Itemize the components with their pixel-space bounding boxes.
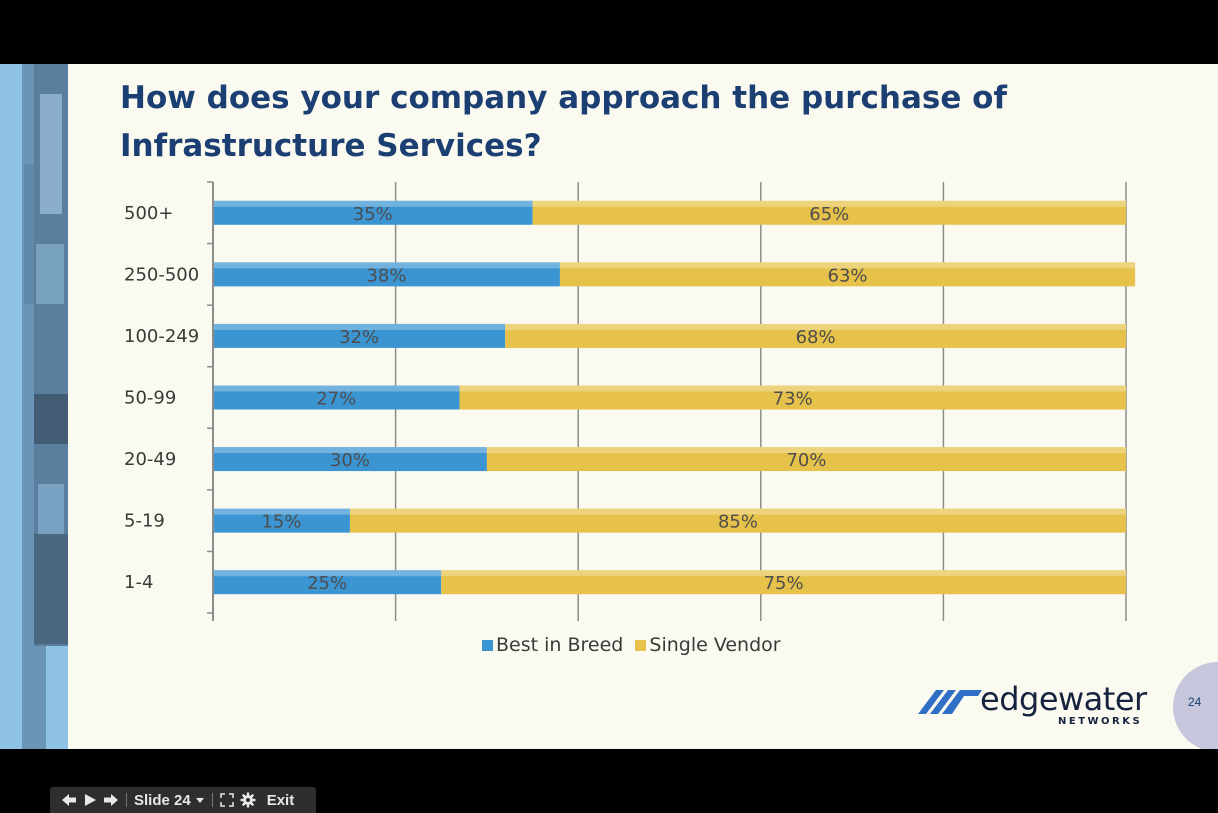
next-slide-button[interactable] [103, 789, 119, 811]
data-label: 15% [261, 512, 301, 533]
y-axis-label: 500+ [124, 203, 173, 224]
back-arrow-icon [62, 794, 76, 806]
bar-highlight [532, 200, 1126, 207]
bar-best-in-breed [213, 323, 506, 348]
logo-subtitle: NETWORKS [1058, 716, 1143, 727]
data-label: 68% [796, 327, 836, 348]
bar-highlight [559, 262, 1136, 269]
data-label: 70% [786, 450, 826, 471]
y-axis-label: 50-99 [124, 388, 176, 409]
bar-highlight [441, 570, 1126, 577]
bar-highlight [486, 447, 1126, 454]
stacked-bar-chart: 500+ 35% 65% 250-500 38% 63% 100-249 32% 68% 50-9… [124, 181, 1136, 621]
legend-swatch-single-vendor [635, 640, 647, 651]
bar-highlight [505, 323, 1126, 330]
bar-best-in-breed [213, 262, 560, 287]
bar-highlight [213, 570, 442, 577]
gear-icon [240, 792, 256, 808]
toolbar-separator [126, 793, 127, 807]
bar-single-vendor [459, 385, 1126, 410]
data-label: 35% [353, 204, 393, 225]
logo-wordmark: edgewater [980, 680, 1147, 718]
legend-label-single-vendor: Single Vendor [649, 634, 781, 656]
bar-highlight [459, 385, 1126, 392]
bar-best-in-breed [213, 508, 350, 533]
slide: How does your company approach the purch… [0, 64, 1218, 749]
bar-single-vendor [532, 200, 1126, 225]
bar-single-vendor [441, 570, 1126, 595]
presentation-toolbar: Slide 24 Exit [50, 787, 316, 813]
bar-highlight [213, 262, 560, 269]
slide-title: How does your company approach the purch… [120, 80, 1007, 164]
data-label: 65% [809, 204, 849, 225]
bar-single-vendor [559, 262, 1136, 287]
bar-highlight [213, 385, 460, 392]
bar-highlight [213, 323, 506, 330]
legend-label-best-in-breed: Best in Breed [496, 634, 624, 656]
data-label: 32% [339, 327, 379, 348]
bar-single-vendor [486, 447, 1126, 472]
data-label: 63% [828, 265, 868, 286]
data-label: 27% [316, 389, 356, 410]
decorative-side-panel [0, 64, 68, 749]
y-axis-label: 1-4 [124, 572, 153, 593]
fullscreen-icon [219, 793, 234, 807]
slide-selector[interactable]: Slide 24 [134, 789, 205, 811]
legend-item-best-in-breed: Best in Breed [482, 634, 623, 656]
bar-best-in-breed [213, 200, 533, 225]
slide-indicator: Slide 24 [134, 791, 191, 809]
previous-slide-button[interactable] [61, 789, 77, 811]
bar-highlight [213, 508, 350, 515]
bar-best-in-breed [213, 385, 460, 410]
play-button[interactable] [83, 789, 97, 811]
bar-single-vendor [349, 508, 1126, 533]
play-icon [85, 794, 96, 806]
data-label: 38% [366, 265, 406, 286]
bar-highlight [349, 508, 1126, 515]
legend-item-single-vendor: Single Vendor [635, 634, 781, 656]
data-label: 30% [330, 450, 370, 471]
y-axis-label: 20-49 [124, 449, 176, 470]
edgewater-logo: edgewater NETWORKS [914, 680, 1154, 732]
data-label: 73% [773, 389, 813, 410]
legend-swatch-best-in-breed [482, 640, 493, 651]
data-label: 85% [718, 512, 758, 533]
settings-button[interactable] [240, 789, 256, 811]
bar-highlight [213, 200, 533, 207]
chart-legend: Best in Breed Single Vendor [482, 634, 787, 656]
bar-best-in-breed [213, 570, 442, 595]
y-axis-label: 5-19 [124, 511, 165, 532]
forward-arrow-icon [104, 794, 118, 806]
exit-button[interactable]: Exit [266, 791, 295, 809]
bar-best-in-breed [213, 447, 487, 472]
page-number: 24 [1188, 695, 1202, 709]
logo-swoosh-icon [918, 690, 982, 714]
data-label: 75% [764, 573, 804, 594]
dropdown-caret-icon [195, 798, 204, 803]
y-axis-label: 100-249 [124, 326, 199, 347]
y-axis-label: 250-500 [124, 264, 199, 285]
toolbar-separator [211, 793, 213, 807]
data-label: 25% [307, 573, 347, 594]
bar-single-vendor [505, 323, 1126, 348]
bar-highlight [213, 447, 487, 454]
fullscreen-button[interactable] [219, 789, 234, 811]
